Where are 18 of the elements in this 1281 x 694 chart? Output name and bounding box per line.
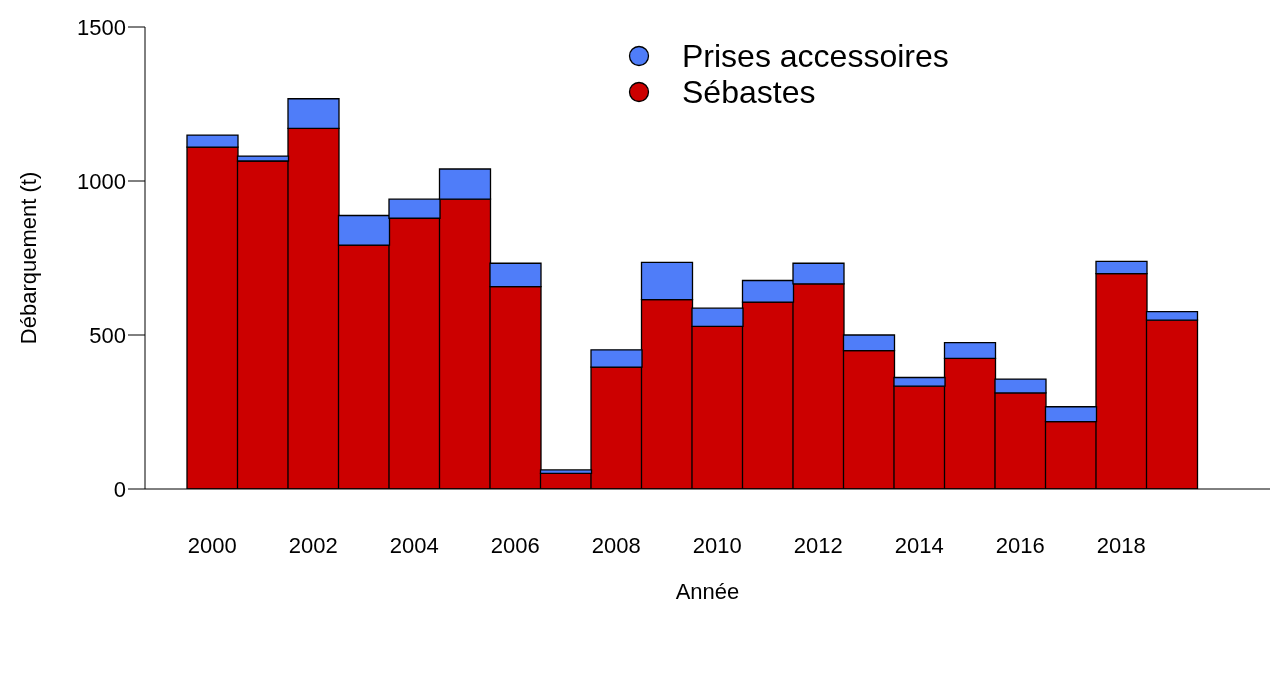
x-tick-label: 2010 bbox=[692, 532, 742, 558]
x-tick-label: 2000 bbox=[187, 532, 237, 558]
x-tick-label: 2008 bbox=[591, 532, 641, 558]
y-tick-label: 1000 bbox=[77, 168, 126, 194]
x-tick-label: 2004 bbox=[389, 532, 439, 558]
y-axis-title: Débarquement (t) bbox=[15, 171, 41, 345]
y-tick-label: 500 bbox=[89, 322, 126, 348]
x-tick-label: 2016 bbox=[995, 532, 1045, 558]
x-tick-label: 2002 bbox=[288, 532, 338, 558]
x-axis-title: Année bbox=[675, 579, 740, 604]
legend-label: Sébastes bbox=[682, 74, 816, 110]
x-tick-label: 2018 bbox=[1096, 532, 1146, 558]
x-tick-label: 2014 bbox=[894, 532, 944, 558]
x-tick-label: 2006 bbox=[490, 532, 540, 558]
y-tick-label: 0 bbox=[113, 476, 126, 502]
x-tick-label: 2012 bbox=[793, 532, 843, 558]
legend-label: Prises accessoires bbox=[682, 38, 949, 74]
y-tick-label: 1500 bbox=[77, 14, 126, 40]
